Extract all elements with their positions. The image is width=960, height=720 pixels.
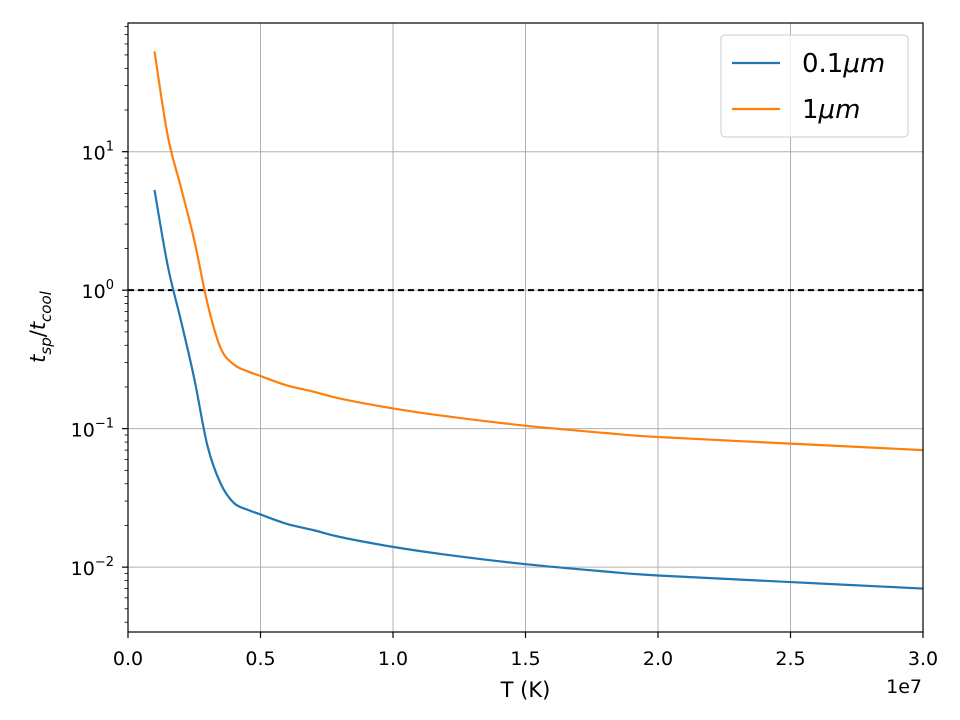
y-axis-label: tsp/tcool [26,290,55,362]
y-tick-label: 10−2 [71,555,114,580]
x-axis-label: T (K) [500,678,551,702]
legend: 0.1μm 1μm [720,34,909,138]
x-tick-label: 1.0 [378,648,408,670]
x-tick-label: 3.0 [908,648,938,670]
ticks [122,26,924,638]
x-offset-label: 1e7 [886,676,922,698]
series-line-1 [153,51,924,452]
x-tick-label: 2.5 [775,648,805,670]
y-tick-label: 101 [82,140,114,165]
legend-label-0-1-um: 0.1μm [802,49,885,79]
legend-label-1-um: 1μm [802,95,860,125]
tick-labels: 0.0 0.5 1.0 1.5 2.0 2.5 3.0 10−2 10−1 100 101 [71,140,938,670]
x-tick-label: 0.5 [245,648,275,670]
series-line-0 [153,189,924,590]
x-tick-label: 2.0 [643,648,673,670]
y-tick-label: 100 [82,278,114,303]
series-layer [153,51,924,590]
x-tick-label: 1.5 [510,648,540,670]
legend-box [720,34,909,138]
y-tick-label: 10−1 [71,417,114,442]
x-tick-label: 0.0 [113,648,143,670]
